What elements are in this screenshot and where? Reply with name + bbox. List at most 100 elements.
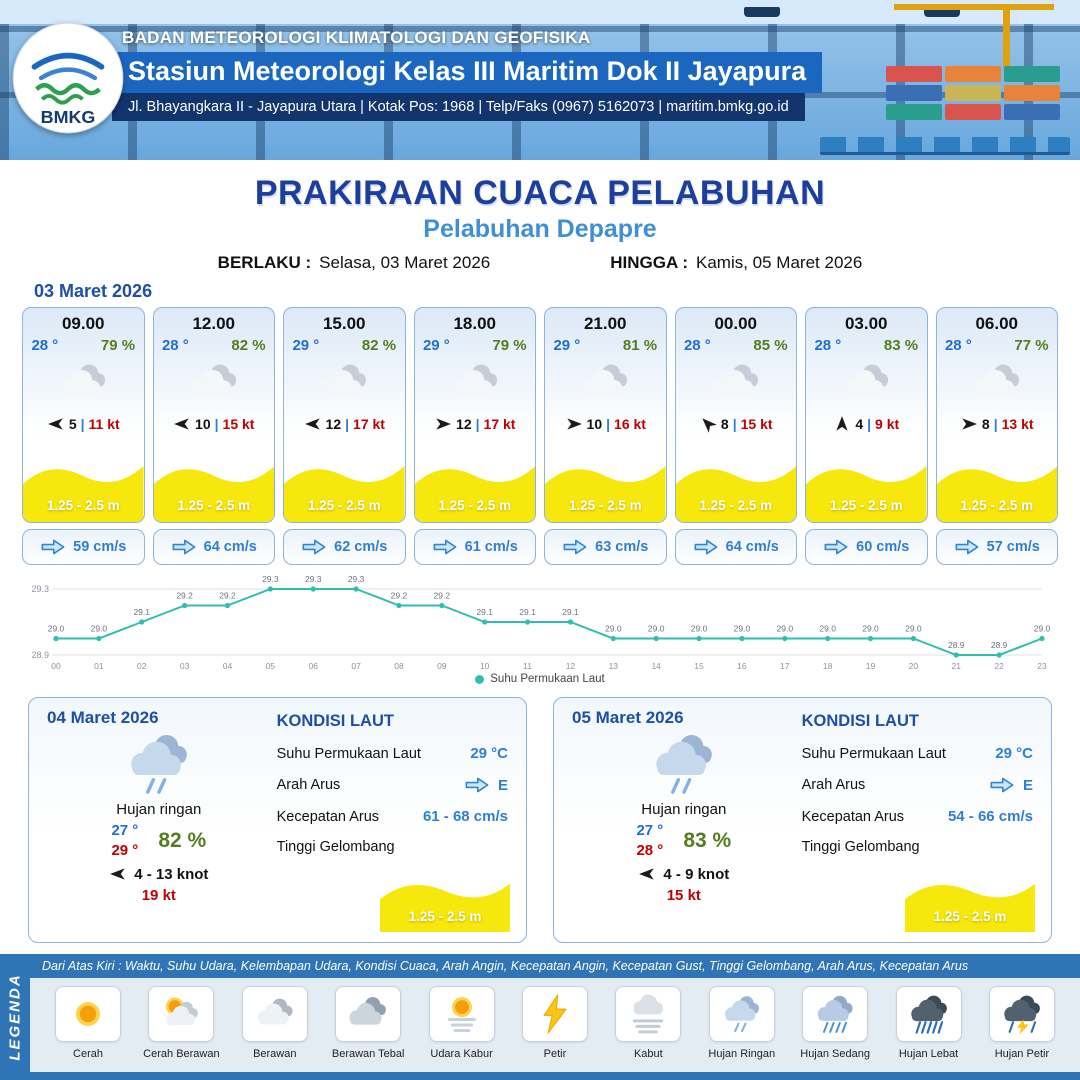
forecast-date: 03 Maret 2026 xyxy=(34,281,153,301)
wind-direction-icon xyxy=(833,415,851,433)
svg-text:29.0: 29.0 xyxy=(734,624,751,634)
svg-text:02: 02 xyxy=(137,661,147,671)
legend-item: Petir xyxy=(509,986,601,1060)
daily-temp-min: 27 ° xyxy=(636,822,664,839)
wave-height: 1.25 - 2.5 m xyxy=(829,498,903,513)
current-speed-row: Kecepatan Arus 54 - 66 cm/s xyxy=(802,808,1033,825)
legend-tile xyxy=(521,986,588,1042)
wave-height: 1.25 - 2.5 m xyxy=(960,498,1034,513)
current-direction-value: E xyxy=(464,776,508,794)
forecast-card-main: 09.00 28 ° 79 % 5 | 11 kt 1.25 - 2.5 m xyxy=(22,307,145,523)
sst-row: Suhu Permukaan Laut 29 °C xyxy=(802,745,1033,762)
wind-separator: | xyxy=(606,416,611,432)
wave-height: 1.25 - 2.5 m xyxy=(408,909,482,924)
forecast-time: 00.00 xyxy=(714,314,758,333)
crane-icon xyxy=(894,4,1054,68)
wind-speed: 4 xyxy=(855,416,864,432)
wind-direction-icon xyxy=(173,415,191,433)
svg-text:29.3: 29.3 xyxy=(262,574,279,584)
wind-speed: 8 xyxy=(720,416,729,432)
wind-row: 5 | 11 kt xyxy=(47,415,120,433)
legend-section: LEGENDA Dari Atas Kiri : Waktu, Suhu Uda… xyxy=(0,954,1080,1080)
current-direction-icon xyxy=(464,776,490,794)
sun-icon xyxy=(66,992,110,1036)
cloud-icon xyxy=(253,992,297,1036)
legend-title-text: LEGENDA xyxy=(6,973,24,1061)
air-temperature: 28 ° xyxy=(814,337,842,354)
daily-wind-range: 4 - 9 knot xyxy=(663,865,730,883)
forecast-card-main: 21.00 29 ° 81 % 10 | 16 kt 1.25 - 2.5 m xyxy=(544,307,667,523)
daily-weather-panel: 04 Maret 2026 Hujan ringan 27 ° 29 ° 82 … xyxy=(29,698,271,942)
wind-separator: | xyxy=(867,416,872,432)
sun-cloud-icon xyxy=(159,992,203,1036)
forecast-time: 18.00 xyxy=(453,314,497,333)
svg-text:29.0: 29.0 xyxy=(48,624,65,634)
forecast-card: 06.00 28 ° 77 % 8 | 13 kt 1.25 - 2.5 m xyxy=(935,307,1058,565)
humidity: 79 % xyxy=(100,337,136,354)
sst-value: 29 °C xyxy=(470,745,508,762)
legend-items: Cerah Cerah Berawan Berawan Berawan Teba… xyxy=(30,978,1080,1072)
wave-height-band: 1.25 - 2.5 m xyxy=(414,460,535,522)
wind-direction-icon xyxy=(565,415,583,433)
legend-tile xyxy=(708,986,775,1042)
cloudy-icon xyxy=(964,359,1030,409)
valid-until: HINGGA : Kamis, 05 Maret 2026 xyxy=(610,253,862,273)
daily-temp-min: 27 ° xyxy=(111,822,139,839)
ship-icon xyxy=(744,7,780,17)
wave-height-label: Tinggi Gelombang xyxy=(801,839,920,855)
svg-text:29.2: 29.2 xyxy=(176,591,193,601)
sst-row: Suhu Permukaan Laut 29 °C xyxy=(277,745,508,762)
rain-light-icon xyxy=(112,728,206,800)
bmkg-logo: BMKG xyxy=(12,22,124,134)
daily-wind: 4 - 9 knot xyxy=(572,865,796,883)
svg-text:29.0: 29.0 xyxy=(777,624,794,634)
wave-height: 1.25 - 2.5 m xyxy=(46,498,120,513)
svg-text:23: 23 xyxy=(1037,661,1047,671)
daily-forecast-row: 04 Maret 2026 Hujan ringan 27 ° 29 ° 82 … xyxy=(0,685,1080,943)
forecast-card-main: 03.00 28 ° 83 % 4 | 9 kt 1.25 - 2.5 m xyxy=(805,307,928,523)
forecast-card: 18.00 29 ° 79 % 12 | 17 kt 1.25 - 2.5 m xyxy=(413,307,536,565)
svg-text:19: 19 xyxy=(866,661,876,671)
daily-temp-max: 29 ° xyxy=(111,842,139,859)
forecast-time: 09.00 xyxy=(61,314,105,333)
temp-humidity-row: 29 ° 79 % xyxy=(423,337,527,354)
agency-name: BADAN METEOROLOGI KLIMATOLOGI DAN GEOFIS… xyxy=(122,28,591,47)
legend-tile xyxy=(55,986,121,1042)
current-direction-label: Arah Arus xyxy=(276,777,341,793)
wind-gust: 13 kt xyxy=(1001,416,1034,432)
daily-temp-max: 28 ° xyxy=(636,842,664,859)
sea-conditions-heading: KONDISI LAUT xyxy=(801,712,919,730)
wave-height-band: 1.25 - 2.5 m xyxy=(936,460,1057,522)
hingga-value: Kamis, 05 Maret 2026 xyxy=(696,253,863,272)
port-name: Pelabuhan Depapre xyxy=(423,215,657,243)
svg-text:17: 17 xyxy=(780,661,790,671)
daily-condition: Hujan ringan xyxy=(116,801,202,818)
wind-row: 12 | 17 kt xyxy=(434,415,515,433)
rain-medium-icon xyxy=(813,992,857,1036)
svg-text:29.2: 29.2 xyxy=(434,591,451,601)
ship-icon xyxy=(924,7,960,17)
wind-gust: 11 kt xyxy=(88,416,120,432)
humidity: 82 % xyxy=(361,337,397,354)
hazy-sun-icon xyxy=(440,992,484,1036)
container-stack xyxy=(886,66,1072,120)
daily-gust: 19 kt xyxy=(141,887,176,904)
daily-temps-row: 27 ° 28 ° 83 % xyxy=(572,822,796,859)
wave-height-band: 1.25 - 2.5 m xyxy=(545,460,666,522)
current-speed: 64 cm/s xyxy=(203,539,257,555)
legend-label: Hujan Ringan xyxy=(708,1048,776,1060)
berlaku-value: Selasa, 03 Maret 2026 xyxy=(319,253,491,272)
current-speed: 62 cm/s xyxy=(334,539,388,555)
current-speed-label: Kecepatan Arus xyxy=(276,808,380,825)
current-speed-card: 57 cm/s xyxy=(935,529,1058,565)
daily-temps: 27 ° 28 ° xyxy=(636,822,663,859)
legend-tile xyxy=(988,986,1055,1042)
forecast-card: 09.00 28 ° 79 % 5 | 11 kt 1.25 - 2.5 m xyxy=(22,307,145,565)
legend-item: Kabut xyxy=(602,986,694,1060)
current-speed-card: 61 cm/s xyxy=(413,529,536,565)
legend-tile xyxy=(148,986,215,1042)
cloudy-icon xyxy=(311,359,377,409)
sst-value: 29 °C xyxy=(995,745,1033,762)
chart-legend: Suhu Permukaan Laut xyxy=(24,673,1056,685)
